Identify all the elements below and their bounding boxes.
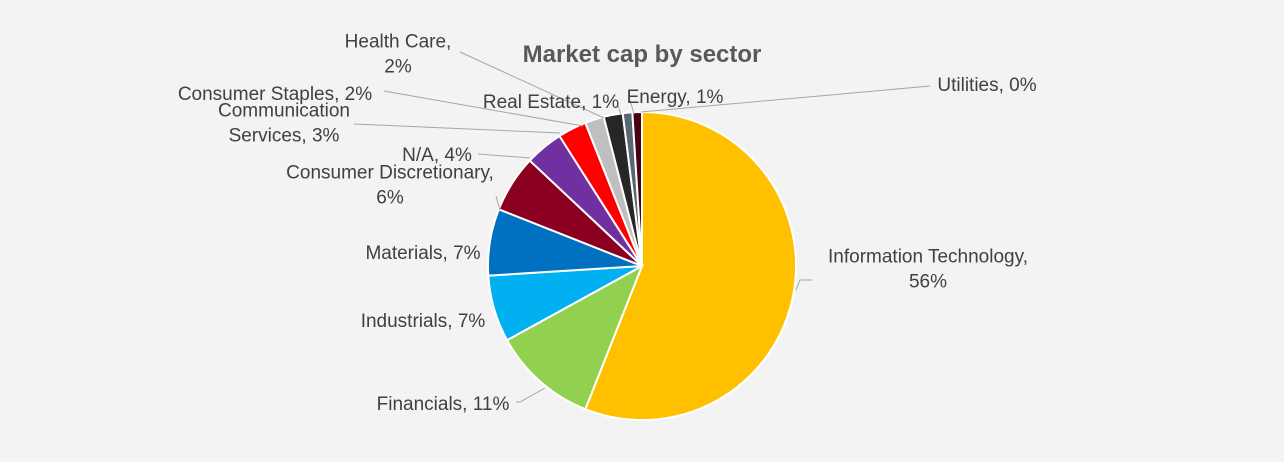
leader-line-information-technology	[795, 279, 812, 291]
leader-line-communication-services	[353, 123, 561, 134]
chart-title: Market cap by sector	[523, 41, 762, 68]
slices-layer	[487, 110, 797, 421]
data-label-real-estate: Real Estate, 1%	[483, 92, 619, 113]
data-label-consumer-staples: Consumer Staples, 2%	[178, 84, 372, 105]
data-label-industrials: Industrials, 7%	[361, 311, 486, 332]
leaders-layer	[353, 51, 931, 403]
data-label-materials: Materials, 7%	[365, 243, 480, 264]
data-label-communication-services: Communication Services, 3%	[218, 101, 350, 147]
data-label-consumer-discretionary: Consumer Discretionary, 6%	[286, 163, 494, 209]
data-label-n-a: N/A, 4%	[402, 145, 472, 166]
data-label-energy: Energy, 1%	[627, 87, 724, 108]
leader-line-energy	[629, 99, 635, 115]
leader-line-health-care	[459, 51, 605, 119]
leader-line-utilities	[640, 85, 931, 113]
data-label-financials: Financials, 11%	[377, 394, 510, 415]
pie-slice-information-technology	[584, 110, 797, 421]
data-label-utilities: Utilities, 0%	[937, 75, 1036, 96]
leader-line-real-estate	[617, 104, 622, 116]
leader-line-consumer-discretionary	[495, 195, 501, 211]
labels-layer: Information Technology, 56% Financials, 11…	[178, 32, 1037, 416]
leader-line-n-a	[477, 153, 531, 159]
leader-line-financials	[516, 387, 546, 403]
data-label-health-care: Health Care, 2%	[345, 32, 452, 78]
data-label-information-technology: Information Technology, 56%	[828, 247, 1028, 293]
leader-line-consumer-staples	[383, 90, 584, 127]
pie-slice-financials	[505, 263, 644, 411]
